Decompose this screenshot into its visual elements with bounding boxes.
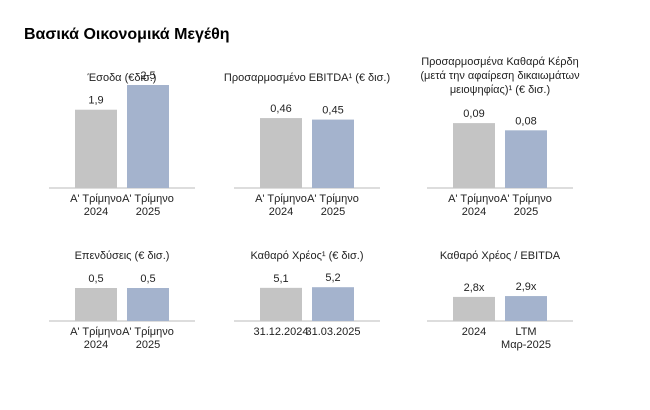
data-label: 0,08	[515, 115, 536, 127]
chart-title: Καθαρό Χρέος / EBITDA	[440, 250, 561, 262]
data-label: 0,09	[463, 108, 484, 120]
bar-current	[505, 130, 547, 188]
chart-title: μειοψηφίας)¹ (€ δισ.)	[450, 84, 550, 96]
bar-current	[312, 287, 354, 321]
bar-current	[127, 288, 169, 321]
category-label: 31.12.2024	[253, 326, 308, 338]
category-label: Α' Τρίμηνο	[122, 326, 174, 338]
data-label: 5,2	[325, 272, 340, 284]
category-label: 2024	[462, 326, 486, 338]
category-label: 2024	[84, 339, 108, 351]
category-label: Α' Τρίμηνο	[70, 193, 122, 205]
data-label: 2,8x	[464, 282, 485, 294]
bar-prior	[75, 288, 117, 321]
chart-title: Επενδύσεις (€ δισ.)	[75, 250, 170, 262]
category-label: 2025	[514, 206, 538, 218]
data-label: 1,9	[88, 95, 103, 107]
category-label: Α' Τρίμηνο	[500, 193, 552, 205]
category-label: Α' Τρίμηνο	[307, 193, 359, 205]
category-label: 2024	[269, 206, 293, 218]
bar-prior	[260, 287, 302, 321]
data-label: 2,9x	[516, 281, 537, 293]
category-label: 2025	[321, 206, 345, 218]
category-label: Α' Τρίμηνο	[70, 326, 122, 338]
data-label: 2,5	[140, 70, 155, 82]
category-label: 2024	[84, 206, 108, 218]
chart-title: (μετά την αφαίρεση δικαιωμάτων	[420, 70, 580, 82]
category-label: 2025	[136, 339, 160, 351]
bar-current	[127, 85, 169, 188]
chart-title: Προσαρμοσμένο EBITDA¹ (€ δισ.)	[224, 72, 390, 84]
bar-prior	[75, 109, 117, 188]
chart-title: Προσαρμοσμένα Καθαρά Κέρδη	[421, 56, 579, 68]
chart-title: Καθαρό Χρέος¹ (€ δισ.)	[250, 250, 363, 262]
category-label: LTM	[515, 326, 536, 338]
category-label: Α' Τρίμηνο	[255, 193, 307, 205]
bar-prior	[453, 296, 495, 321]
page-title: Βασικά Οικονομικά Μεγέθη	[24, 26, 230, 43]
category-label: 31.03.2025	[305, 326, 360, 338]
category-label: Μαρ-2025	[501, 339, 551, 351]
category-label: 2024	[462, 206, 486, 218]
bar-prior	[453, 123, 495, 188]
data-label: 0,45	[322, 105, 343, 117]
data-label: 0,46	[270, 103, 291, 115]
data-label: 5,1	[273, 273, 288, 285]
bar-current	[312, 119, 354, 188]
category-label: Α' Τρίμηνο	[448, 193, 500, 205]
category-label: Α' Τρίμηνο	[122, 193, 174, 205]
data-label: 0,5	[88, 273, 103, 285]
chart-title: Έσοδα (€δισ.)	[87, 72, 157, 84]
data-label: 0,5	[140, 273, 155, 285]
category-label: 2025	[136, 206, 160, 218]
bar-current	[505, 296, 547, 321]
bar-prior	[260, 118, 302, 188]
